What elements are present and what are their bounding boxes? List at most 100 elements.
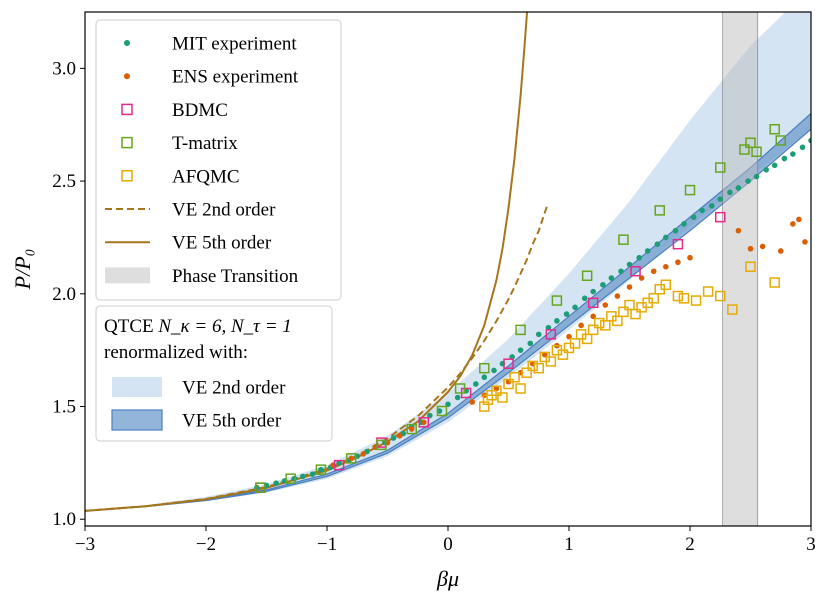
x-tick-label: −1: [317, 534, 337, 555]
ens-experiment-point: [626, 284, 633, 290]
legend-label-ve-5th-order: VE 5th order: [172, 233, 272, 254]
x-axis-label: βμ: [436, 566, 459, 591]
mit-experiment-point: [318, 466, 324, 473]
t-matrix-point: [581, 270, 593, 282]
ens-experiment-point: [421, 419, 427, 426]
mit-experiment-point: [644, 248, 651, 254]
afqmc-point: [509, 371, 520, 383]
afqmc-point: [769, 277, 780, 288]
mit-experiment-point: [581, 295, 588, 302]
bdmc-point: [630, 266, 641, 277]
phase-transition-band: [722, 12, 759, 526]
afqmc-point: [479, 401, 490, 412]
ens-experiment-point: [735, 227, 742, 234]
legend: MIT experiment ENS experiment BDMC T-matrix…: [95, 19, 342, 301]
afqmc-point: [533, 362, 544, 374]
qtce-legend-swatch-2nd: [112, 377, 162, 397]
t-matrix-point: [436, 405, 448, 417]
afqmc-point: [630, 308, 641, 320]
ens-experiment-point: [790, 221, 796, 227]
mit-experiment-point: [708, 203, 715, 209]
mit-experiment-point: [763, 167, 770, 173]
t-matrix-point: [285, 473, 296, 484]
ens-experiment-point: [747, 245, 754, 252]
qtce-legend-label-5th: VE 5th order: [182, 411, 282, 432]
afqmc-point: [503, 378, 514, 390]
mit-experiment-point: [608, 275, 615, 281]
legend-marker-t-matrix: [121, 136, 133, 149]
afqmc-point: [612, 315, 623, 327]
mit-experiment-point: [753, 173, 760, 180]
afqmc-point: [527, 360, 538, 372]
bdmc-point: [503, 358, 514, 369]
ens-experiment-point: [493, 385, 500, 392]
mit-experiment-point: [681, 221, 687, 227]
afqmc-point: [521, 367, 532, 378]
ens-experiment-point: [590, 313, 596, 320]
t-matrix-point: [745, 137, 756, 149]
ens-experiment-point: [396, 433, 403, 439]
ens-experiment-point: [348, 455, 355, 462]
mit-experiment-point: [672, 227, 679, 234]
mit-experiment-point: [590, 288, 596, 295]
qtce-legend-frame: [95, 305, 333, 442]
t-matrix-point: [739, 144, 750, 155]
afqmc-point: [678, 293, 690, 304]
qtce-legend-title-line2: renormalized with:: [104, 342, 248, 363]
ens-experiment-point: [777, 248, 784, 254]
ens-experiment-point: [542, 351, 548, 358]
ens-experiment-point: [469, 399, 476, 405]
mit-experiment-point: [636, 254, 642, 261]
t-matrix-point: [551, 295, 563, 306]
band-ve-5th-order: [85, 112, 811, 512]
t-matrix-point: [715, 162, 726, 173]
legend-label-mit-experiment: MIT experiment: [172, 34, 297, 55]
mit-experiment-point: [717, 196, 724, 202]
legend-label-ve-2nd-order: VE 2nd order: [172, 200, 276, 221]
mit-experiment-point: [554, 318, 560, 324]
bdmc-point: [333, 459, 345, 471]
t-matrix-point: [769, 123, 780, 135]
ens-experiment-point: [602, 302, 609, 308]
t-matrix-point: [406, 423, 417, 435]
y-tick-label: 2.0: [52, 284, 76, 305]
mit-experiment-point: [690, 214, 697, 220]
t-matrix-point: [315, 464, 327, 475]
ens-experiment-point: [566, 333, 572, 340]
afqmc-point: [497, 392, 508, 403]
mit-experiment-point: [727, 189, 733, 196]
legend-marker-ens-experiment: [124, 73, 130, 80]
ens-experiment-point: [663, 263, 669, 270]
y-tick-label: 2.5: [52, 171, 76, 192]
qtce-legend-title-line1: QTCE N_κ = 6, N_τ = 1: [104, 316, 292, 337]
afqmc-point: [545, 356, 557, 367]
t-matrix-point: [454, 383, 466, 394]
qtce-legend-label-2nd: VE 2nd order: [182, 378, 286, 399]
ens-experiment-point: [796, 216, 802, 223]
mit-experiment-point: [491, 367, 497, 374]
mit-experiment-point: [808, 137, 811, 144]
axis-ticks: −3 −2 −1 0 1 2 3 1.0 1.5 2.0 2.5 3.0: [52, 58, 816, 555]
legend-marker-phase-transition: [105, 267, 150, 284]
mit-experiment-point: [390, 435, 397, 441]
x-tick-label: 3: [806, 534, 816, 555]
t-matrix-point: [751, 146, 762, 158]
mit-experiment-point: [481, 374, 488, 381]
mit-experiment-point: [291, 475, 298, 482]
mit-experiment-point: [699, 207, 705, 214]
bdmc-point: [587, 297, 599, 309]
mit-experiment-point: [535, 331, 542, 338]
y-tick-label: 3.0: [52, 58, 76, 79]
qtce-legend: QTCE N_κ = 6, N_τ = 1 renormalized with: V…: [95, 305, 333, 442]
afqmc-point: [600, 320, 611, 331]
mit-experiment-point: [336, 460, 342, 466]
bdmc-point: [672, 238, 684, 250]
plot-area: [85, 12, 811, 526]
afqmc-point: [715, 290, 726, 302]
afqmc-point: [648, 293, 659, 304]
y-tick-label: 1.0: [52, 509, 76, 530]
afqmc-point: [624, 299, 635, 311]
afqmc-point: [660, 279, 672, 291]
t-matrix-point: [255, 482, 266, 493]
mit-experiment-point: [517, 347, 524, 353]
